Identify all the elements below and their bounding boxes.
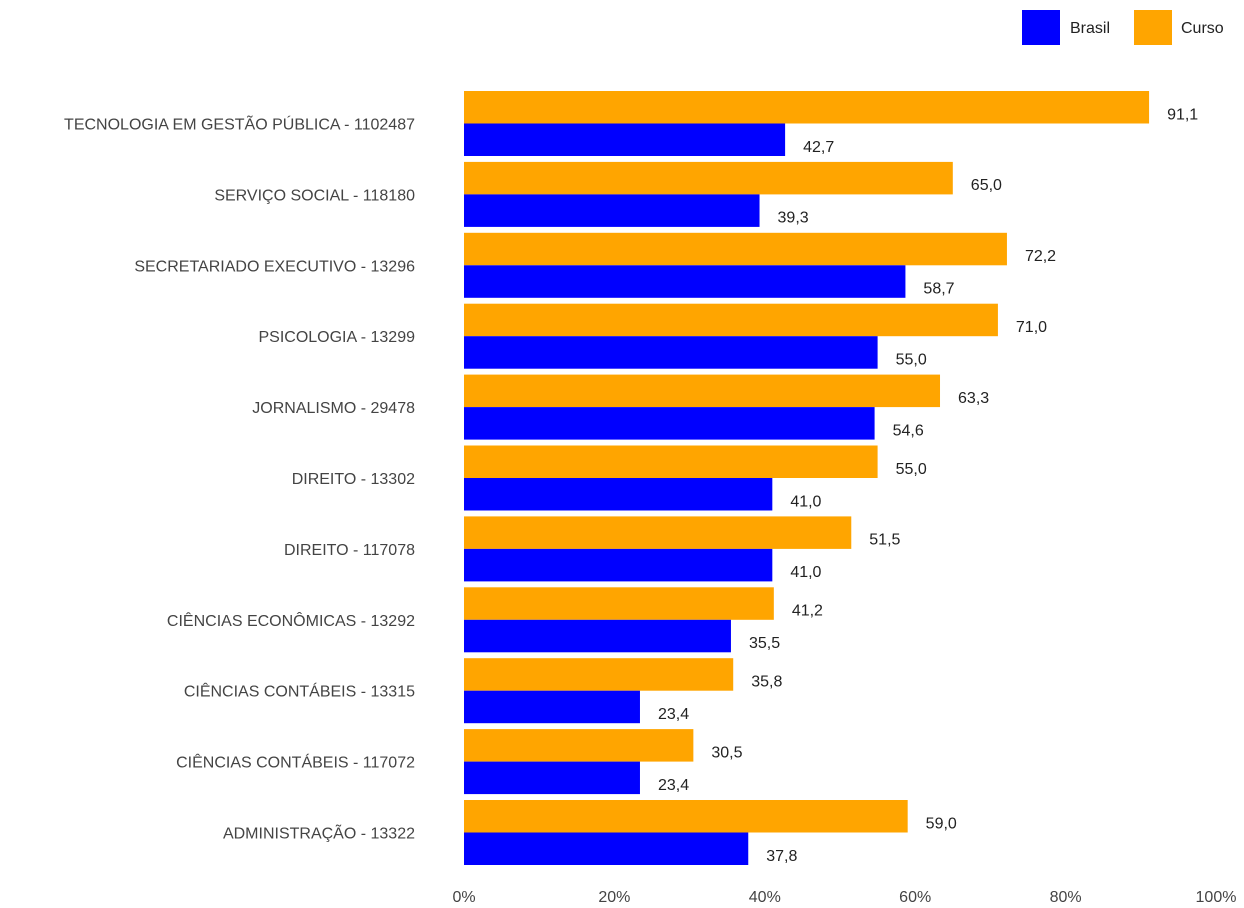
bar-curso-2 xyxy=(464,232,1007,266)
x-tick-label-1: 20% xyxy=(598,889,630,906)
bar-brasil-10 xyxy=(464,832,749,865)
value-label-brasil-10: 37,8 xyxy=(766,848,797,865)
category-label-3: PSICOLOGIA - 13299 xyxy=(258,329,415,346)
value-label-brasil-1: 39,3 xyxy=(778,210,809,227)
value-label-curso-6: 51,5 xyxy=(869,532,900,549)
category-label-1: SERVIÇO SOCIAL - 118180 xyxy=(214,187,415,204)
category-label-2: SECRETARIADO EXECUTIVO - 13296 xyxy=(134,258,415,275)
x-tick-label-4: 80% xyxy=(1050,889,1082,906)
value-label-brasil-2: 58,7 xyxy=(923,281,954,298)
value-label-brasil-4: 54,6 xyxy=(893,422,924,439)
bar-curso-4 xyxy=(464,374,941,408)
bar-curso-10 xyxy=(464,800,908,833)
category-label-5: DIREITO - 13302 xyxy=(292,471,415,488)
bar-brasil-4 xyxy=(464,407,875,440)
x-tick-label-0: 0% xyxy=(452,889,475,906)
value-label-brasil-5: 41,0 xyxy=(790,493,821,510)
x-tick-label-2: 40% xyxy=(749,889,781,906)
bar-brasil-0 xyxy=(464,123,786,156)
category-labels: TECNOLOGIA EM GESTÃO PÚBLICA - 1102487 SE… xyxy=(64,114,415,843)
value-label-brasil-0: 42,7 xyxy=(803,139,834,156)
bar-brasil-3 xyxy=(464,336,878,369)
category-label-8: CIÊNCIAS CONTÁBEIS - 13315 xyxy=(184,682,415,701)
value-label-curso-10: 59,0 xyxy=(926,815,957,832)
value-label-curso-0: 91,1 xyxy=(1167,106,1198,123)
value-label-curso-2: 72,2 xyxy=(1025,248,1056,265)
bar-brasil-8 xyxy=(464,690,640,724)
bars-group: 91,1 42,7 65,0 39,3 72,2 58,7 71,0 55,0 63,3 54,6… xyxy=(464,91,1198,865)
bar-curso-0 xyxy=(464,91,1150,124)
value-label-curso-8: 35,8 xyxy=(751,673,782,690)
value-label-brasil-6: 41,0 xyxy=(790,564,821,581)
legend-label-curso: Curso xyxy=(1181,20,1224,37)
value-label-curso-4: 63,3 xyxy=(958,390,989,407)
bar-brasil-1 xyxy=(464,194,760,227)
x-tick-label-5: 100% xyxy=(1196,889,1237,906)
legend: Brasil Curso xyxy=(1022,10,1224,45)
bar-brasil-6 xyxy=(464,548,773,582)
bar-brasil-9 xyxy=(464,761,640,795)
bar-curso-5 xyxy=(464,445,878,478)
category-label-9: CIÊNCIAS CONTÁBEIS - 117072 xyxy=(176,753,415,772)
bar-curso-6 xyxy=(464,516,852,549)
bar-brasil-2 xyxy=(464,265,906,298)
bar-curso-8 xyxy=(464,658,734,691)
bar-curso-3 xyxy=(464,303,998,337)
value-label-curso-3: 71,0 xyxy=(1016,319,1047,336)
value-label-curso-7: 41,2 xyxy=(792,603,823,620)
legend-swatch-curso xyxy=(1134,10,1172,45)
value-label-curso-9: 30,5 xyxy=(711,744,742,761)
bar-curso-9 xyxy=(464,729,694,762)
value-label-curso-1: 65,0 xyxy=(971,177,1002,194)
value-label-brasil-8: 23,4 xyxy=(658,706,689,723)
x-axis-ticks: 0% 20% 40% 60% 80% 100% xyxy=(452,889,1236,906)
bar-brasil-7 xyxy=(464,619,731,653)
legend-label-brasil: Brasil xyxy=(1070,20,1110,37)
x-tick-label-3: 60% xyxy=(899,889,931,906)
value-label-curso-5: 55,0 xyxy=(896,461,927,478)
legend-swatch-brasil xyxy=(1022,10,1060,45)
bar-curso-7 xyxy=(464,587,774,620)
value-label-brasil-7: 35,5 xyxy=(749,635,780,652)
bar-curso-1 xyxy=(464,161,953,195)
bar-brasil-5 xyxy=(464,478,773,511)
value-label-brasil-9: 23,4 xyxy=(658,777,689,794)
value-label-brasil-3: 55,0 xyxy=(896,351,927,368)
category-label-0: TECNOLOGIA EM GESTÃO PÚBLICA - 1102487 xyxy=(64,114,415,134)
category-label-6: DIREITO - 117078 xyxy=(284,542,415,559)
category-label-10: ADMINISTRAÇÃO - 13322 xyxy=(223,823,415,843)
category-label-4: JORNALISMO - 29478 xyxy=(252,400,415,417)
category-label-7: CIÊNCIAS ECONÔMICAS - 13292 xyxy=(167,611,415,630)
